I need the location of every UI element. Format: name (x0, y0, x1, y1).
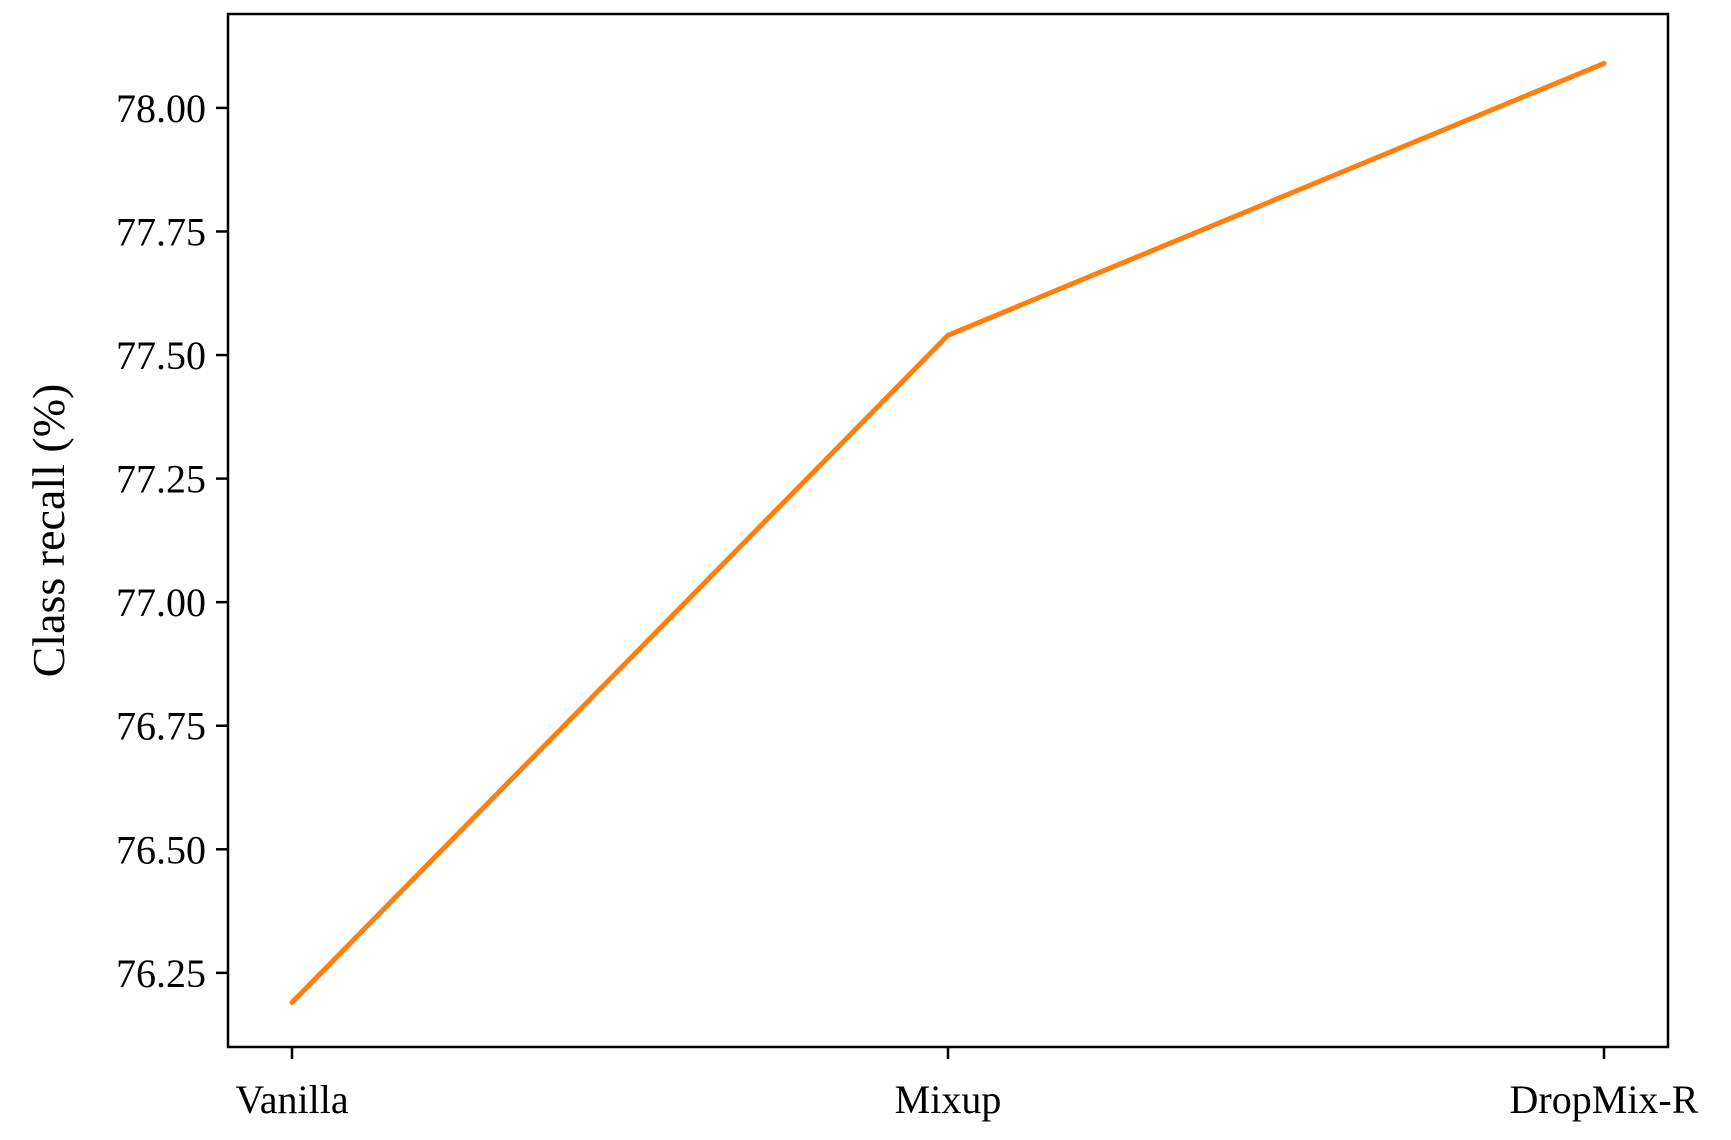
y-tick-label: 77.75 (116, 209, 206, 254)
series-layer (289, 60, 1607, 1006)
y-axis-ticks: 76.25 76.50 76.75 77.00 77.25 77.50 77.75 78.00 (116, 86, 228, 996)
y-axis-label: Class recall (%) (23, 384, 74, 678)
y-tick-label: 77.00 (116, 580, 206, 625)
plot-area-frame (226, 12, 1670, 1049)
y-tick-label: 78.00 (116, 86, 206, 131)
data-point (1603, 62, 1605, 64)
series-line (289, 60, 1607, 1006)
x-axis-ticks: Vanilla Mixup DropMix-R (235, 1047, 1699, 1122)
x-tick-label: Mixup (895, 1077, 1002, 1122)
x-tick-label: Vanilla (235, 1077, 349, 1122)
y-tick-label: 76.50 (116, 827, 206, 872)
y-tick-label: 76.25 (116, 951, 206, 996)
y-tick-label: 77.25 (116, 457, 206, 502)
x-tick-label: DropMix-R (1510, 1077, 1699, 1122)
y-tick-label: 77.50 (116, 333, 206, 378)
data-point (947, 334, 949, 336)
y-tick-label: 76.75 (116, 704, 206, 749)
data-point (291, 1002, 293, 1004)
